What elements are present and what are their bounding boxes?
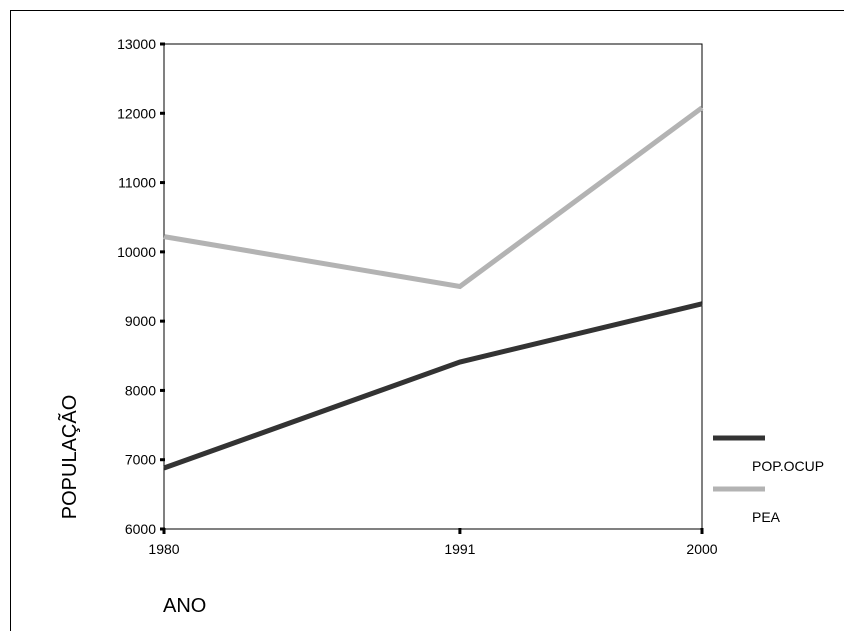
y-tick-label: 12000 <box>117 105 156 121</box>
x-tick-label: 1980 <box>148 541 179 557</box>
legend-label: POP.OCUP <box>752 458 824 474</box>
y-axis-label: POPULAÇÃO <box>57 395 81 519</box>
x-tick-label: 2000 <box>686 541 717 557</box>
legend-label: PEA <box>752 509 781 525</box>
y-tick-label: 9000 <box>125 313 156 329</box>
y-tick-label: 13000 <box>117 36 156 52</box>
y-tick-label: 8000 <box>125 382 156 398</box>
y-axis: 6000 7000 8000 9000 10000 11000 12000 13000 <box>117 36 165 537</box>
chart-frame <box>10 10 844 631</box>
y-tick-label: 10000 <box>117 244 156 260</box>
series-line-pop-ocup <box>163 301 703 471</box>
x-axis-label: ANO <box>163 595 206 617</box>
y-tick-label: 6000 <box>125 521 156 537</box>
series-lines <box>163 105 704 471</box>
y-tick-label: 7000 <box>125 452 156 468</box>
series-line-pea <box>163 105 704 290</box>
legend: POP.OCUP PEA <box>713 435 824 525</box>
y-tick-label: 11000 <box>118 175 156 191</box>
x-axis: 1980 1991 2000 <box>148 528 718 557</box>
x-tick-label: 1991 <box>444 541 475 557</box>
plot-area <box>163 43 703 530</box>
